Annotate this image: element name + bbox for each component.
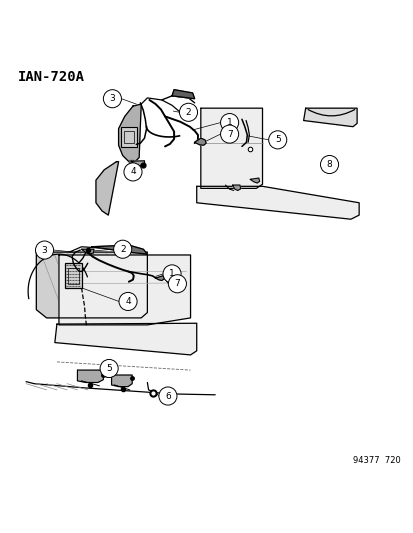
- Text: 1: 1: [169, 269, 175, 278]
- Text: 2: 2: [120, 245, 125, 254]
- Circle shape: [268, 131, 286, 149]
- Circle shape: [123, 163, 142, 181]
- Text: 94377  720: 94377 720: [352, 456, 399, 465]
- Polygon shape: [249, 178, 259, 183]
- Polygon shape: [196, 187, 358, 219]
- Text: 4: 4: [130, 167, 135, 176]
- Text: 6: 6: [165, 392, 171, 400]
- Polygon shape: [155, 276, 164, 280]
- Text: IAN-720A: IAN-720A: [18, 70, 85, 84]
- Circle shape: [103, 90, 121, 108]
- Polygon shape: [59, 255, 190, 325]
- Polygon shape: [131, 161, 144, 166]
- Polygon shape: [96, 161, 118, 215]
- Polygon shape: [81, 249, 94, 254]
- Circle shape: [114, 240, 131, 259]
- Text: 3: 3: [109, 94, 115, 103]
- Circle shape: [36, 241, 54, 259]
- Circle shape: [159, 387, 176, 405]
- Circle shape: [119, 293, 137, 311]
- Polygon shape: [36, 252, 147, 318]
- Circle shape: [320, 156, 338, 174]
- Polygon shape: [118, 104, 141, 161]
- Polygon shape: [303, 108, 356, 127]
- Circle shape: [220, 125, 238, 143]
- Text: 5: 5: [106, 364, 112, 373]
- Text: 1: 1: [226, 118, 232, 127]
- Polygon shape: [172, 90, 194, 99]
- Polygon shape: [77, 370, 103, 383]
- Polygon shape: [55, 323, 196, 355]
- Circle shape: [179, 103, 197, 122]
- Circle shape: [168, 274, 186, 293]
- Polygon shape: [232, 185, 240, 190]
- Text: 4: 4: [125, 297, 131, 306]
- Text: 8: 8: [326, 160, 332, 169]
- Text: 5: 5: [274, 135, 280, 144]
- Text: 7: 7: [174, 279, 180, 288]
- Circle shape: [220, 114, 238, 132]
- Circle shape: [163, 265, 180, 283]
- Bar: [68, 268, 78, 284]
- Polygon shape: [194, 138, 206, 145]
- Text: 2: 2: [185, 108, 191, 117]
- Bar: [124, 131, 134, 143]
- Text: 3: 3: [42, 246, 47, 255]
- Bar: [121, 127, 137, 147]
- Circle shape: [100, 359, 118, 377]
- Polygon shape: [92, 245, 147, 254]
- Text: 7: 7: [226, 130, 232, 139]
- Polygon shape: [112, 375, 132, 386]
- Polygon shape: [200, 108, 262, 188]
- Bar: [65, 263, 81, 288]
